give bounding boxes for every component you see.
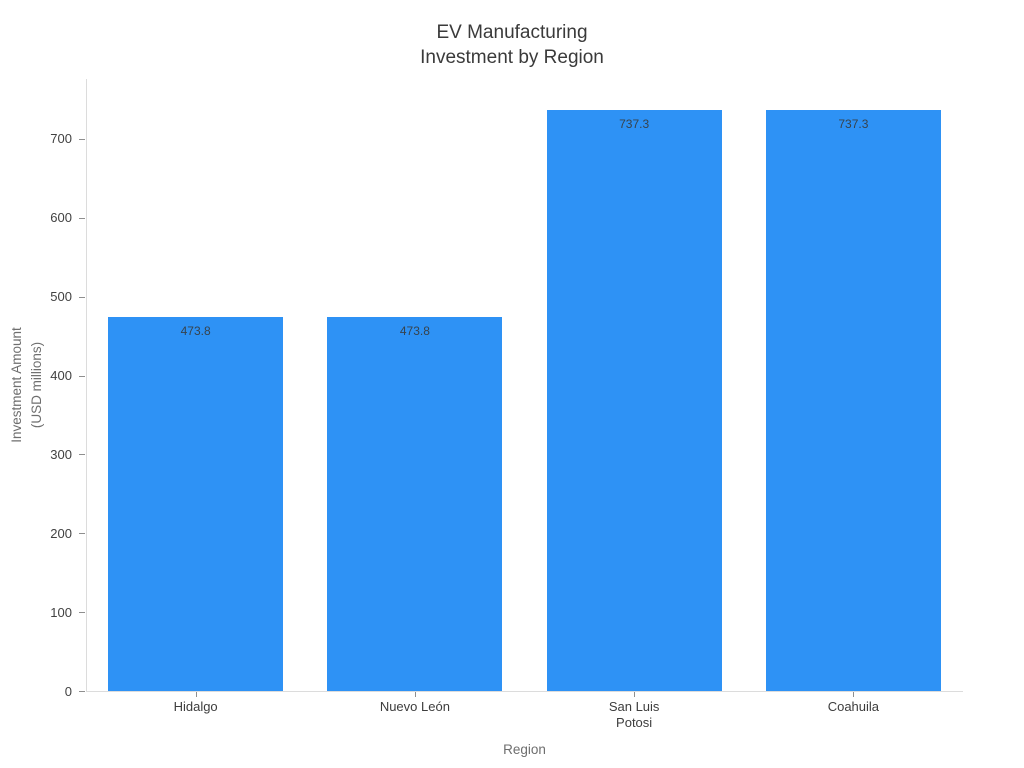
y-tick-label-500: 500 [50, 289, 72, 305]
bar-nuevo-le-n: 473.8 [327, 317, 503, 691]
bar-hidalgo: 473.8 [108, 317, 284, 691]
y-tick-label-700: 700 [50, 131, 72, 147]
x-tick-mark-san-luis-potosi [634, 692, 636, 697]
bar-value-label-coahuila: 737.3 [838, 116, 869, 131]
y-tick-label-0: 0 [64, 683, 72, 699]
y-tick-label-200: 200 [50, 525, 72, 541]
x-tick-label-nuevo-le-n: Nuevo León [379, 699, 450, 714]
y-tick-mark-600 [79, 217, 85, 219]
chart-title: EV Manufacturing Investment by Region [420, 22, 604, 68]
x-tick-label-san-luis-potosi: San Luis Potosi [608, 699, 660, 730]
y-tick-label-600: 600 [50, 210, 72, 226]
y-tick-mark-400 [79, 375, 85, 377]
y-tick-label-100: 100 [50, 604, 72, 620]
y-tick-mark-200 [79, 533, 85, 535]
x-axis-line [86, 691, 963, 692]
y-tick-mark-700 [79, 138, 85, 140]
bar-value-label-hidalgo: 473.8 [180, 324, 211, 339]
bar-value-label-nuevo-le-n: 473.8 [399, 324, 430, 339]
x-tick-mark-coahuila [853, 692, 855, 697]
y-tick-mark-300 [79, 454, 85, 456]
x-tick-mark-hidalgo [195, 692, 197, 697]
y-tick-mark-500 [79, 296, 85, 298]
x-tick-mark-nuevo-le-n [414, 692, 416, 697]
bar-coahuila: 737.3 [765, 109, 941, 691]
x-axis-title: Region [503, 742, 546, 757]
y-axis-line [86, 79, 87, 692]
bar-value-label-san-luis-potosi: 737.3 [619, 116, 650, 131]
y-tick-label-400: 400 [50, 368, 72, 384]
bar-san-luis-potosi: 737.3 [546, 109, 722, 691]
y-tick-mark-100 [79, 612, 85, 614]
x-tick-label-hidalgo: Hidalgo [173, 699, 218, 714]
x-tick-label-coahuila: Coahuila [827, 699, 880, 714]
y-tick-mark-0 [79, 691, 85, 692]
y-tick-label-300: 300 [50, 446, 72, 462]
